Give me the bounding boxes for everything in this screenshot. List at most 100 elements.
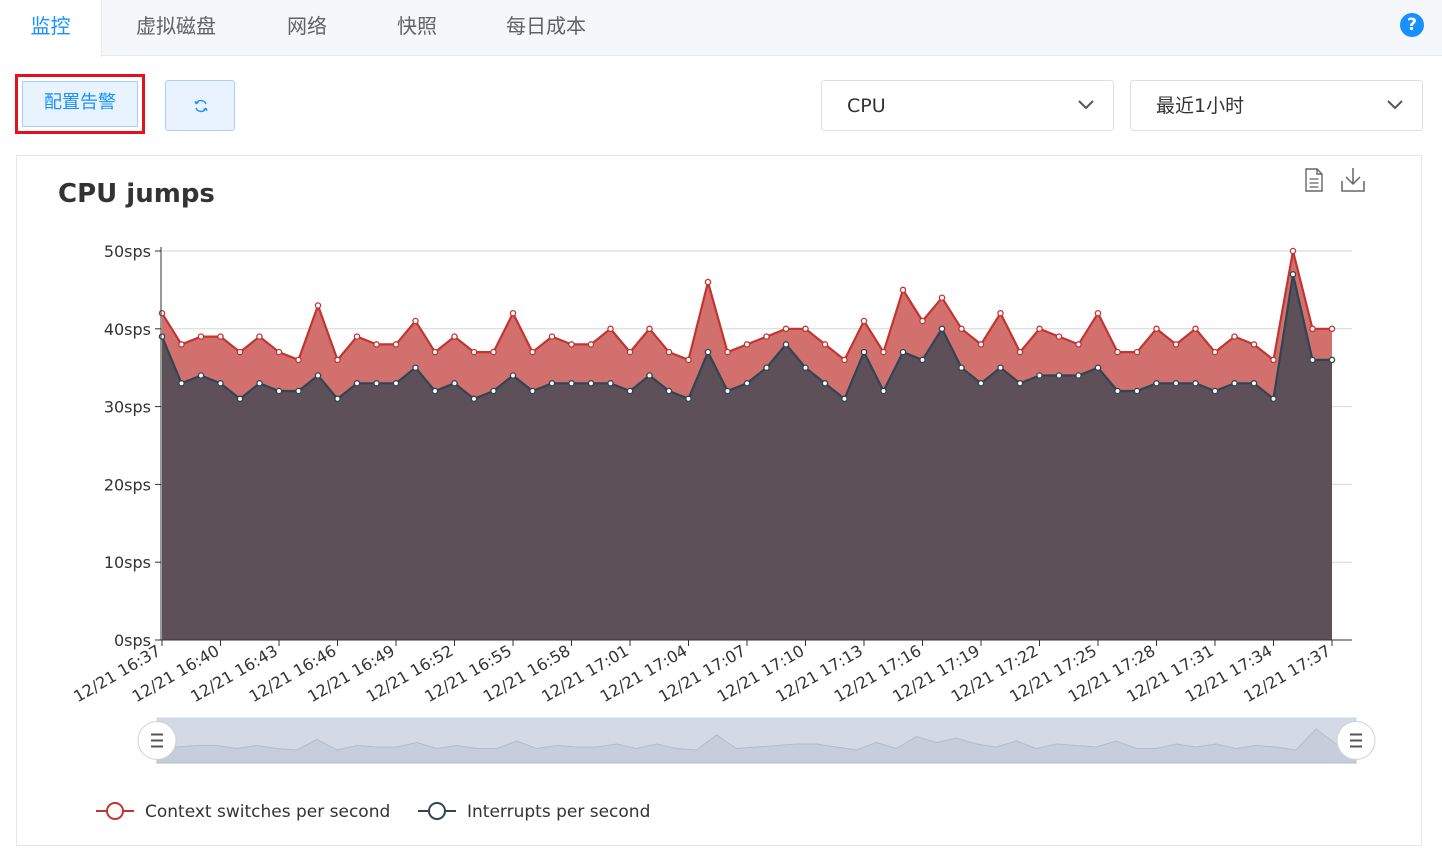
data-point — [392, 380, 400, 387]
data-point — [236, 395, 244, 403]
data-point — [1055, 333, 1063, 340]
legend-item-context[interactable]: Context switches per second — [96, 802, 390, 822]
data-point — [1211, 387, 1219, 395]
y-tick-label: 20sps — [104, 475, 151, 494]
data-point — [1055, 372, 1063, 379]
data-zoom-slider[interactable] — [137, 717, 1376, 764]
data-point — [626, 348, 634, 356]
tab-daily-cost[interactable]: 每日成本 — [506, 14, 586, 38]
data-point — [938, 294, 946, 301]
legend-label-context: Context switches per second — [145, 802, 390, 822]
data-point — [1172, 341, 1180, 348]
data-point — [724, 387, 731, 395]
data-point — [568, 380, 575, 387]
data-point — [1192, 380, 1199, 387]
data-point — [1231, 333, 1238, 340]
data-point — [841, 395, 848, 403]
data-point — [763, 333, 770, 340]
data-point — [275, 387, 283, 395]
data-point — [607, 325, 614, 333]
data-point — [958, 325, 965, 333]
help-icon[interactable]: ? — [1400, 13, 1424, 37]
configure-alarm-button[interactable]: 配置告警 — [22, 81, 138, 127]
data-point — [256, 333, 263, 340]
data-point — [977, 341, 985, 348]
legend-label-interrupts: Interrupts per second — [467, 802, 650, 822]
data-point — [1114, 348, 1121, 356]
legend-item-interrupts[interactable]: Interrupts per second — [418, 802, 650, 822]
data-point — [1172, 380, 1180, 387]
document-icon[interactable] — [1305, 168, 1323, 192]
data-point — [353, 380, 361, 387]
refresh-button[interactable] — [165, 80, 235, 131]
data-point — [763, 364, 770, 371]
chevron-down-icon — [1078, 100, 1094, 110]
data-point — [1231, 380, 1238, 387]
tab-monitor[interactable]: 监控 — [0, 0, 102, 57]
data-point — [412, 364, 419, 371]
zoom-end-handle-icon[interactable] — [1336, 721, 1376, 760]
y-tick-label: 50sps — [104, 242, 151, 261]
data-point — [529, 387, 536, 395]
tab-network[interactable]: 网络 — [287, 14, 327, 38]
data-point — [821, 341, 829, 348]
data-point — [509, 372, 517, 379]
data-point — [1309, 325, 1316, 333]
data-point — [451, 333, 458, 340]
tab-virtual-disk[interactable]: 虚拟磁盘 — [136, 14, 216, 38]
time-range-select-value: 最近1小时 — [1156, 95, 1245, 117]
data-point — [314, 302, 322, 309]
data-point — [997, 309, 1004, 317]
data-point — [1016, 348, 1024, 356]
data-point — [451, 380, 458, 387]
data-point — [626, 387, 634, 395]
data-point — [275, 348, 283, 356]
data-point — [860, 348, 868, 356]
data-point — [412, 317, 419, 325]
data-point — [509, 309, 517, 317]
data-point — [353, 333, 361, 340]
data-point — [314, 372, 322, 379]
data-point — [938, 325, 946, 333]
tab-snapshot[interactable]: 快照 — [397, 14, 437, 38]
download-icon[interactable] — [1341, 168, 1365, 192]
data-point — [997, 364, 1004, 371]
data-point — [860, 317, 868, 325]
data-point — [802, 325, 809, 333]
data-point — [392, 341, 400, 348]
data-point — [665, 387, 673, 395]
data-point — [1094, 364, 1102, 371]
data-point — [548, 380, 556, 387]
data-point — [958, 364, 965, 371]
metric-select-value: CPU — [847, 95, 886, 117]
zoom-start-handle-icon[interactable] — [137, 721, 177, 760]
time-range-select[interactable]: 最近1小时 — [1130, 80, 1423, 131]
data-point — [1270, 395, 1277, 403]
chart-title: CPU jumps — [58, 179, 215, 209]
data-point — [899, 348, 907, 356]
data-point — [1075, 372, 1082, 379]
data-point — [880, 387, 887, 395]
data-point — [607, 380, 614, 387]
data-point — [1114, 387, 1121, 395]
data-point — [158, 333, 166, 340]
data-point — [568, 341, 575, 348]
data-point — [724, 348, 731, 356]
data-point — [548, 333, 556, 340]
data-point — [685, 395, 692, 403]
data-point — [646, 325, 653, 333]
data-point — [158, 309, 166, 317]
data-point — [1250, 341, 1258, 348]
data-point — [1036, 325, 1043, 333]
data-point — [821, 380, 829, 387]
data-point — [1036, 372, 1043, 379]
data-point — [782, 341, 790, 348]
chevron-down-icon — [1387, 100, 1403, 110]
chart-panel: CPU jumps 0sps 10sps 20sps 30sps 40sps 50sps … — [16, 155, 1422, 846]
data-point — [1133, 348, 1141, 356]
metric-select[interactable]: CPU — [821, 80, 1114, 131]
data-point — [1153, 325, 1160, 333]
data-point — [1289, 247, 1297, 255]
data-point — [431, 348, 439, 356]
